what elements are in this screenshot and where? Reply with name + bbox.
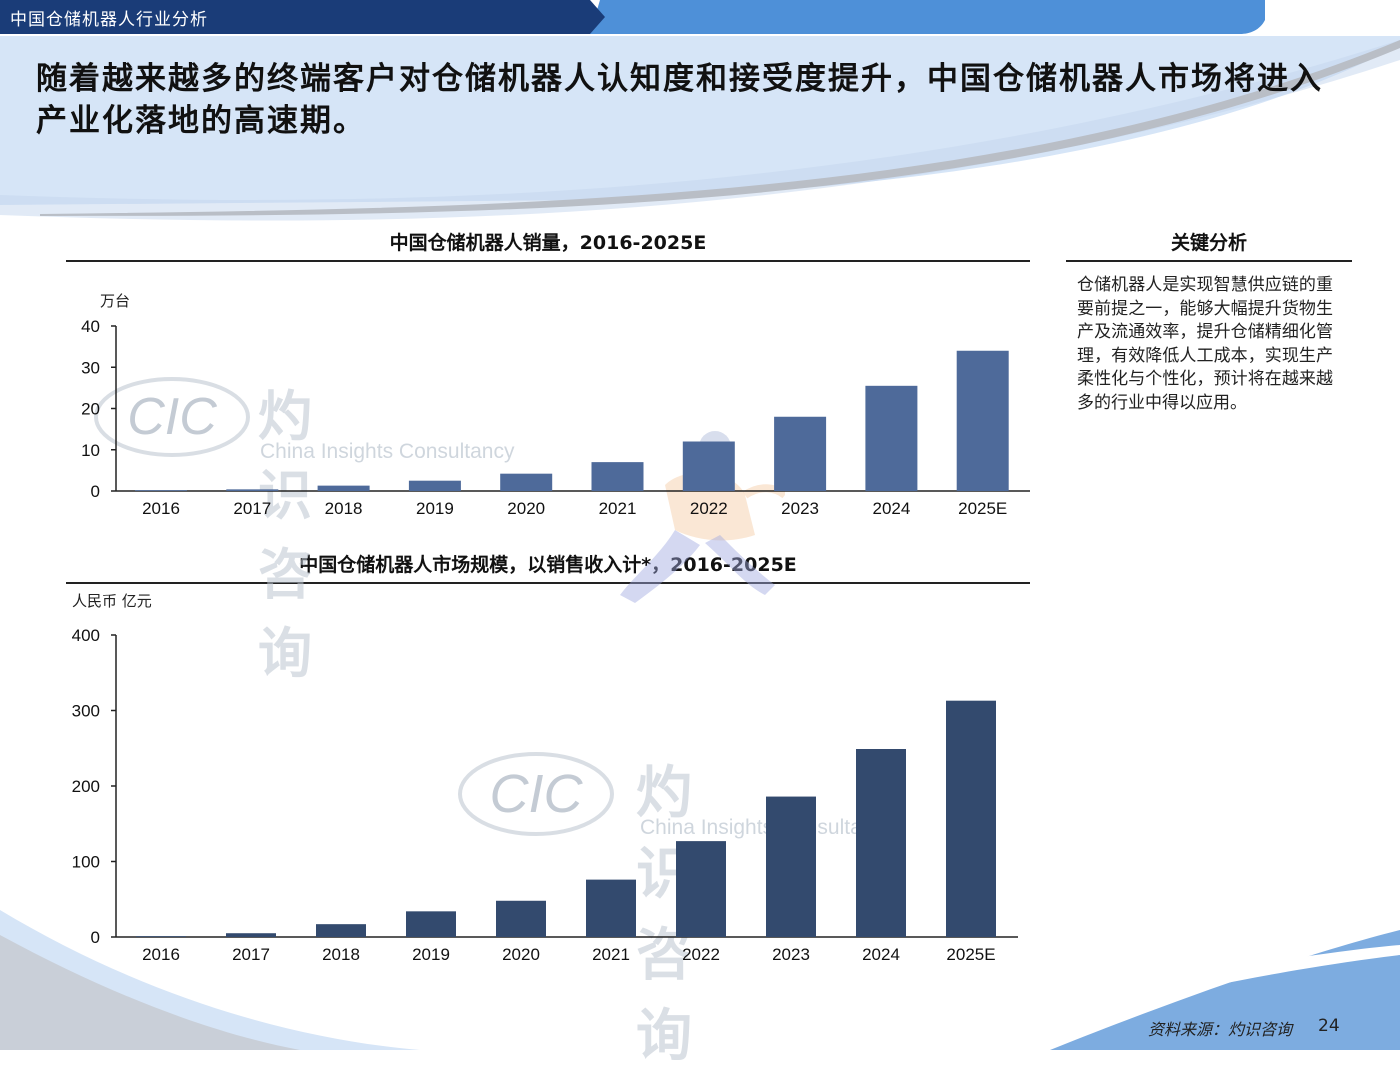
chart1-unit-label: 万台 [100, 292, 131, 310]
chart1-title: 中国仓储机器人销量，2016-2025E [389, 232, 707, 254]
chart1-category-label: 2023 [781, 499, 819, 518]
chart1-y-tick-label: 40 [81, 317, 100, 336]
chart1-category-label: 2022 [690, 499, 728, 518]
chart1-bar [591, 462, 644, 491]
chart2-y-tick-label: 100 [72, 853, 100, 872]
sidebar-title: 关键分析 [1170, 232, 1247, 254]
chart2-bar [766, 796, 816, 937]
chart2-bar [856, 749, 906, 937]
chart1-category-label: 2020 [507, 499, 545, 518]
chart1-y-tick-label: 0 [91, 482, 100, 501]
chart1-category-label: 2024 [872, 499, 910, 518]
sidebar-title-rule [1066, 260, 1352, 262]
chart2-category-label: 2018 [322, 945, 360, 964]
chart2-title: 中国仓储机器人市场规模，以销售收入计*，2016-2025E [299, 554, 797, 576]
chart2-category-label: 2016 [142, 945, 180, 964]
chart2-bar [316, 924, 366, 937]
chart2-category-label: 2025E [946, 945, 995, 964]
chart2-y-tick-label: 200 [72, 777, 100, 796]
chart2-y-tick-label: 400 [72, 626, 100, 645]
chart1-bar [226, 489, 279, 491]
chart1-bar [682, 441, 735, 491]
page-headline: 随着越来越多的终端客户对仓储机器人认知度和接受度提升，中国仓储机器人市场将进入产… [36, 61, 1323, 139]
chart2-category-label: 2019 [412, 945, 450, 964]
chart2-category-label: 2022 [682, 945, 720, 964]
chart2-category-label: 2023 [772, 945, 810, 964]
chart1-y-tick-label: 20 [81, 400, 100, 419]
chart1-bar [408, 480, 461, 491]
background-decoration [0, 0, 1400, 1050]
chart1-category-label: 2025E [958, 499, 1007, 518]
chart1-category-label: 2021 [599, 499, 637, 518]
chart1-bar [500, 473, 553, 491]
chart1-category-label: 2016 [142, 499, 180, 518]
chart1-y-tick-label: 30 [81, 358, 100, 377]
chart2-bar [586, 879, 636, 937]
chart2-bar [226, 933, 276, 937]
charts-canvas: 0 10 20 30 40 2016 2017 2018 2019 2020 2021 2022 202… [72, 317, 1030, 964]
chart2-category-label: 2024 [862, 945, 900, 964]
chart2-bar [136, 936, 186, 937]
chart1-bar [317, 485, 370, 491]
chart1-category-label: 2018 [325, 499, 363, 518]
chart1-bar [865, 385, 918, 491]
chart2-category-label: 2021 [592, 945, 630, 964]
chart1-bar [956, 350, 1009, 491]
chart2-category-label: 2017 [232, 945, 270, 964]
page-number: 24 [1318, 1016, 1340, 1036]
chart2-bar [946, 700, 996, 937]
source-note: 资料来源：灼识咨询 [1148, 1020, 1293, 1039]
chart2-y-tick-label: 0 [91, 928, 100, 947]
section-label: 中国仓储机器人行业分析 [10, 10, 208, 30]
chart1-title-rule [66, 260, 1030, 262]
chart2-bar [676, 841, 726, 937]
chart1-category-label: 2017 [233, 499, 271, 518]
chart2-y-tick-label: 300 [72, 702, 100, 721]
chart1-bar [135, 490, 187, 491]
chart2-title-rule [66, 582, 1030, 584]
chart1-y-tick-label: 10 [81, 441, 100, 460]
sidebar-body: 仓储机器人是实现智慧供应链的重要前提之一，能够大幅提升货物生产及流通效率，提升仓… [1077, 275, 1333, 413]
chart1-category-label: 2019 [416, 499, 454, 518]
chart2-bar [496, 900, 546, 937]
chart2-bar [406, 911, 456, 937]
chart1-bar [774, 416, 827, 491]
chart2-category-label: 2020 [502, 945, 540, 964]
chart2-unit-label: 人民币 亿元 [72, 592, 152, 610]
